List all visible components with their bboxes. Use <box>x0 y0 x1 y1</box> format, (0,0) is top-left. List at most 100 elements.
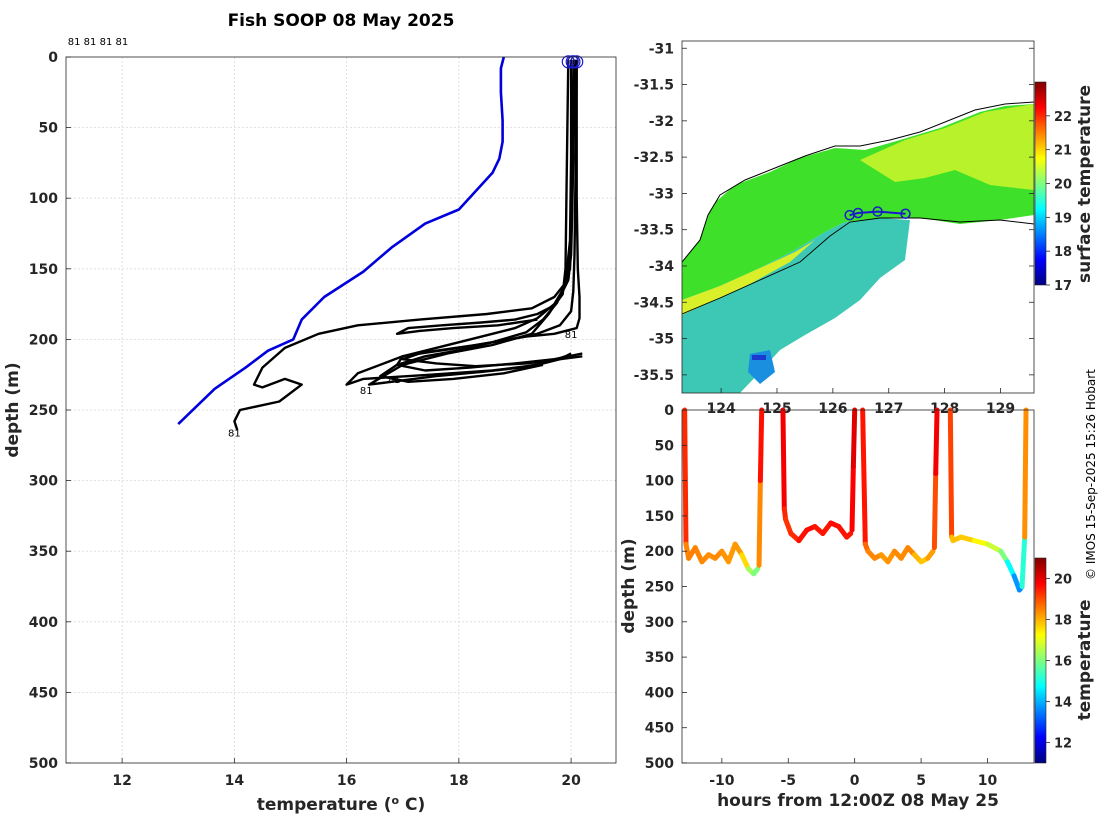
sst-cb-tick-label: 17 <box>1054 279 1072 294</box>
profile-y-tick-label: 0 <box>48 50 58 66</box>
section-segment-cast-c <box>844 531 854 540</box>
profile-x-tick-label: 16 <box>337 773 356 789</box>
profile-line-profile-5 <box>395 59 583 372</box>
section-segment-cast-a <box>751 566 761 577</box>
profile-y-tick-label: 200 <box>29 332 58 348</box>
section-y-tick-label: 250 <box>645 580 674 596</box>
profile-series <box>177 56 583 431</box>
sst-northeast-band <box>860 104 1034 190</box>
map-contour <box>682 217 1034 315</box>
map-lat-label: -33 <box>649 186 674 202</box>
profile-y-tick-label: 50 <box>39 121 59 137</box>
section-segment-cast-b <box>756 478 763 568</box>
map-lat-label: -31 <box>649 41 674 57</box>
section-segment-cast-b <box>757 407 765 484</box>
sst-front-band <box>682 240 815 315</box>
section-x-label: hours from 12:00Z 08 May 25 <box>717 791 999 811</box>
section-segment-cast-g <box>947 407 955 540</box>
sst-colorbar <box>1034 81 1047 286</box>
temp-cb-tick-label: 18 <box>1054 614 1072 629</box>
credit-text: © IMOS 15-Sep-2025 15:26 Hobart <box>1084 369 1098 580</box>
profile-y-tick-label: 350 <box>29 544 58 560</box>
map-lon-label: 126 <box>818 401 847 417</box>
map-lat-label: -32.5 <box>634 150 674 166</box>
section-segment-cast-d <box>849 463 856 533</box>
map-ticks: -31 -31.5 -32 -32.5 -33 -33.5 -34 -34.5 -35 -35.5… <box>634 41 1034 417</box>
profile-end-label: 81 <box>228 429 241 440</box>
profile-axes-box <box>65 56 617 764</box>
sst-cool-offshore <box>682 218 910 393</box>
sst-colorbar-label: surface temperature <box>1075 85 1095 283</box>
profile-grid <box>66 56 616 764</box>
profile-surface-markers <box>561 55 584 69</box>
profile-y-label: depth (m) <box>3 362 23 457</box>
temp-colorbar-label: temperature <box>1075 599 1095 720</box>
section-axes-box <box>681 409 1035 764</box>
map-axes-box <box>681 40 1035 394</box>
profile-x-tick-label: 20 <box>561 773 581 789</box>
section-segment-cast-d <box>850 407 858 469</box>
track-marker <box>872 206 883 217</box>
profile-x-tick-label: 12 <box>112 773 131 789</box>
land-mass <box>682 41 1034 262</box>
temp-cb-tick-label: 16 <box>1054 655 1072 670</box>
map-lat-label: -35 <box>649 332 674 348</box>
profile-y-tick-label: 500 <box>29 756 58 772</box>
section-segment-cast-g <box>1019 534 1028 589</box>
profile-top-label: 81 81 81 81 <box>68 37 128 48</box>
section-segment-cast-c <box>783 516 794 537</box>
map-lon-label: 124 <box>706 401 735 417</box>
profile-end-label: 81 <box>360 386 373 397</box>
temp-cb-tick-label: 20 <box>1054 573 1072 588</box>
map-lat-label: -34.5 <box>634 295 674 311</box>
section-segment-cast-g <box>985 541 1004 554</box>
profile-x-tick-label: 18 <box>449 773 468 789</box>
sst-colorbar-ticks: 17 18 19 20 21 22 <box>1046 110 1072 294</box>
profile-y-tick-label: 100 <box>29 191 58 207</box>
profile-y-tick-label: 400 <box>29 615 58 631</box>
section-ticks: 0 50 100 150 200 250 300 350 400 450 500 -10 -5 0 5 10 <box>645 403 998 789</box>
section-y-tick-label: 150 <box>645 509 674 525</box>
section-y-label: depth (m) <box>619 538 639 633</box>
map-lon-label: 129 <box>986 401 1015 417</box>
section-segment-cast-a <box>739 552 751 572</box>
profile-line-profile-1 <box>233 59 576 431</box>
sst-cb-tick-label: 22 <box>1054 110 1072 125</box>
sst-cb-tick-label: 18 <box>1054 245 1072 260</box>
sst-cold-spot <box>752 355 766 360</box>
section-y-tick-label: 50 <box>655 438 675 454</box>
map-lat-label: -33.5 <box>634 223 674 239</box>
section-segment-cast-f <box>931 471 939 551</box>
section-y-tick-label: 500 <box>645 756 674 772</box>
temp-cb-tick-label: 14 <box>1054 696 1072 711</box>
sst-cb-tick-label: 20 <box>1054 178 1072 193</box>
section-segment-cast-a <box>682 407 689 547</box>
profile-line-profile-6 <box>401 59 583 368</box>
map-lon-label: 128 <box>930 401 959 417</box>
section-segment-cast-e <box>860 407 868 547</box>
section-segment-cast-c <box>780 407 787 512</box>
profile-line-profile-7 <box>395 59 570 335</box>
profile-y-tick-label: 150 <box>29 262 58 278</box>
map-lat-label: -31.5 <box>634 78 674 94</box>
profile-line-profile-4 <box>379 59 573 383</box>
section-y-tick-label: 100 <box>645 474 674 490</box>
profile-y-tick-label: 450 <box>29 685 58 701</box>
section-x-tick-label: -5 <box>780 773 796 789</box>
section-y-tick-label: 200 <box>645 544 674 560</box>
map-lon-label: 127 <box>874 401 903 417</box>
section-x-tick-label: 5 <box>916 773 926 789</box>
temp-cb-tick-label: 12 <box>1054 737 1072 752</box>
ship-track <box>844 206 911 221</box>
section-segment-cast-g <box>1004 559 1017 579</box>
temp-colorbar <box>1034 557 1047 764</box>
section-y-tick-label: 350 <box>645 650 674 666</box>
section-segment-cast-f <box>933 407 940 477</box>
section-segment-cast-a <box>725 541 738 565</box>
profile-line-profile-3 <box>367 59 577 386</box>
surface-marker <box>570 55 584 69</box>
